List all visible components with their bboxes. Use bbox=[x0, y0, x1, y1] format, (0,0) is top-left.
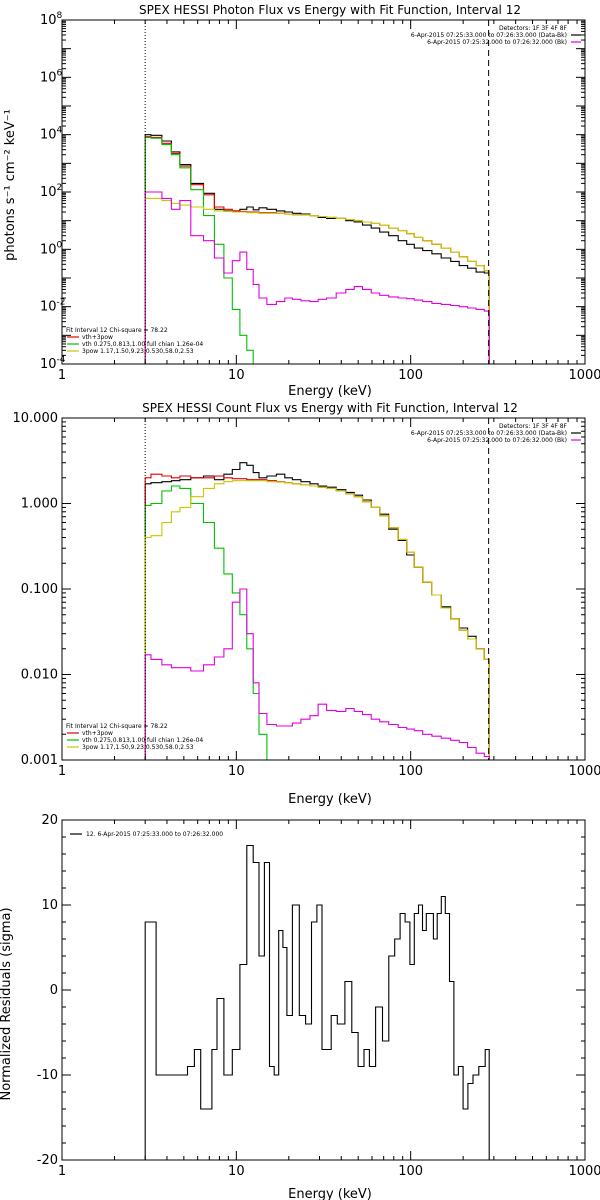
series-residuals-line bbox=[144, 844, 490, 1160]
x-tick-label: 1000 bbox=[568, 1164, 600, 1179]
y-tick-label: 10 bbox=[41, 898, 58, 913]
x-tick-label: 1 bbox=[58, 764, 66, 779]
plot-frame bbox=[61, 417, 586, 761]
x-tick-label: 100 bbox=[398, 368, 423, 383]
photon-flux-series-group bbox=[144, 134, 490, 364]
legend-topright-entry: Detectors: 1F 3F 4F 8F bbox=[499, 25, 568, 32]
x-tick-label: 10 bbox=[228, 368, 245, 383]
series-data-line bbox=[144, 462, 490, 760]
residuals-ylabel: Normalized Residuals (sigma) bbox=[0, 907, 14, 1100]
y-tick-label: 1.000 bbox=[21, 497, 58, 512]
legend-fit-entry: vth+3pow bbox=[82, 730, 113, 737]
photon-flux-ylabel: photons s⁻¹ cm⁻² keV⁻¹ bbox=[3, 109, 18, 261]
series-vth+3pow-line bbox=[144, 473, 490, 760]
y-tick-label: 100 bbox=[40, 240, 63, 257]
legend-fit-entry: vth+3pow bbox=[82, 334, 113, 341]
legend-topright-entry: 6-Apr-2015 07:25:32.000 to 07:26:32.000 … bbox=[427, 39, 567, 46]
photon-flux-title: SPEX HESSI Photon Flux vs Energy with Fi… bbox=[139, 3, 521, 17]
x-tick-label: 1000 bbox=[568, 368, 600, 383]
legend-fit-entry: vth 0.275,0.813,1.00 full chian 1.26e-04 bbox=[82, 341, 203, 348]
count-flux-axes: 1 10 100 1000 0.001 0.010 0.100 1.000 10.000 Dete… bbox=[13, 411, 600, 779]
series-3pow-line bbox=[144, 480, 490, 760]
y-tick-label: 10-2 bbox=[40, 298, 66, 315]
legend-fit-entry: 3pow 1.17,1.50,9.23,0.530,58.0,2.53 bbox=[82, 744, 194, 751]
y-tick-label: 108 bbox=[40, 11, 63, 28]
y-tick-label: 102 bbox=[40, 183, 62, 200]
y-tick-label: 0.100 bbox=[21, 582, 58, 597]
y-tick-label: 0.010 bbox=[21, 668, 58, 683]
legend-topright-entry: 6-Apr-2015 07:25:33.000 to 07:26:33.000 … bbox=[411, 32, 567, 39]
x-tick-label: 10 bbox=[228, 764, 245, 779]
y-tick-label: 10-4 bbox=[40, 355, 66, 372]
legend-fit-entry: Fit Interval 12 Chi-square = 78.22 bbox=[66, 327, 168, 334]
count-flux-title: SPEX HESSI Count Flux vs Energy with Fit… bbox=[142, 401, 518, 415]
x-tick-label: 100 bbox=[398, 764, 423, 779]
series-vth+3pow-line bbox=[144, 136, 490, 364]
x-tick-label: 10 bbox=[228, 1164, 245, 1179]
count-flux-panel: SPEX HESSI Count Flux vs Energy with Fit… bbox=[13, 401, 600, 807]
residuals-xlabel: Energy (keV) bbox=[288, 1187, 372, 1200]
series-vth-line bbox=[144, 485, 268, 760]
y-tick-label: 106 bbox=[40, 68, 63, 85]
y-tick-label: -20 bbox=[37, 1153, 58, 1168]
y-tick-label: 10.000 bbox=[13, 411, 59, 426]
x-tick-label: 1 bbox=[58, 368, 66, 383]
series-3pow-line bbox=[144, 197, 490, 364]
legend-fit-entry: Fit Interval 12 Chi-square = 78.22 bbox=[66, 723, 168, 730]
series-vth-line bbox=[144, 136, 260, 364]
y-tick-label: 0 bbox=[50, 983, 58, 998]
plot-frame bbox=[61, 19, 586, 365]
count-flux-xlabel: Energy (keV) bbox=[288, 792, 372, 807]
residuals-panel: 1 10 100 1000 -20 -10 0 10 20 12. 6-Apr-2015 07:2… bbox=[0, 813, 600, 1200]
series-background-line bbox=[144, 191, 490, 364]
series-data-line bbox=[144, 134, 490, 364]
photon-flux-axes: 1 10 100 1000 10-4 10-2 100 102 104 106 108 Detecto… bbox=[40, 11, 600, 383]
y-tick-label: 0.001 bbox=[21, 753, 58, 768]
legend-fit-entry: 3pow 1.17,1.50,9.23,0.530,58.0,2.53 bbox=[82, 348, 194, 355]
photon-flux-xlabel: Energy (keV) bbox=[288, 384, 372, 399]
x-tick-label: 1 bbox=[58, 1164, 66, 1179]
count-flux-series-group bbox=[144, 462, 490, 760]
photon-flux-panel: SPEX HESSI Photon Flux vs Energy with Fi… bbox=[3, 3, 600, 399]
legend-residual-entry: 12. 6-Apr-2015 07:25:33.000 to 07:26:32.… bbox=[86, 831, 223, 838]
legend-topright-entry: 6-Apr-2015 07:25:32.000 to 07:26:32.000 … bbox=[427, 437, 567, 444]
series-background-line bbox=[144, 588, 490, 760]
y-tick-label: 104 bbox=[40, 126, 63, 143]
legend-fit-entry: vth 0.275,0.813,1.00 full chian 1.26e-04 bbox=[82, 737, 203, 744]
residuals-series-group bbox=[144, 844, 490, 1160]
legend-topright-entry: Detectors: 1F 3F 4F 8F bbox=[499, 423, 568, 430]
x-tick-label: 100 bbox=[398, 1164, 423, 1179]
y-tick-label: -10 bbox=[37, 1068, 58, 1083]
x-tick-label: 1000 bbox=[568, 764, 600, 779]
y-tick-label: 20 bbox=[41, 813, 58, 828]
legend-topright-entry: 6-Apr-2015 07:25:33.000 to 07:26:33.000 … bbox=[411, 430, 567, 437]
residuals-axes: 1 10 100 1000 -20 -10 0 10 20 12. 6-Apr-2015 07:2… bbox=[37, 813, 600, 1179]
plot-frame bbox=[61, 819, 586, 1161]
